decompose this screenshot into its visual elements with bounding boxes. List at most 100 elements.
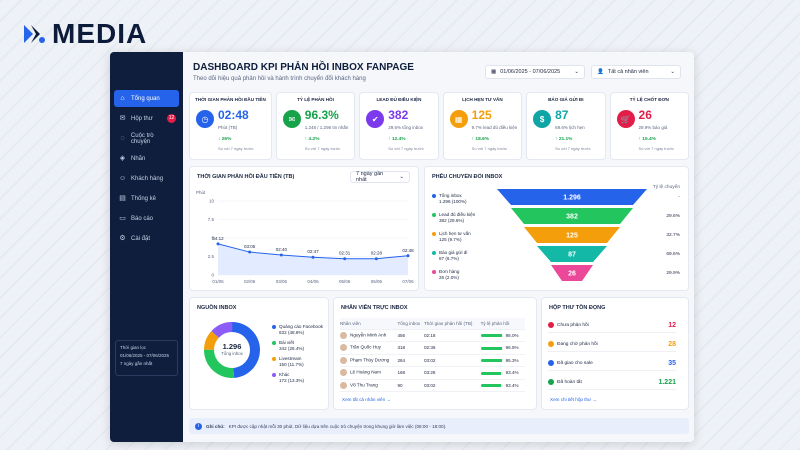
sidebar-item-6[interactable]: ▭ Báo cáo [114, 210, 179, 227]
backlog-item[interactable]: Chưa phản hồi 12 [548, 318, 676, 333]
kpi-subtext: 29.9% báo giá [638, 125, 668, 130]
note-text: KPI được cập nhật mỗi 30 phút. Dữ liệu d… [228, 423, 447, 429]
sidebar-item-label: Tổng quan [131, 95, 160, 102]
source-name: Livestream [279, 356, 302, 361]
column-header: Nhân viên [340, 318, 398, 330]
response-time-chart: Phút 0 2.5 5 7.5 10 04:12 01/06 03:05 02/06 02:40 0… [196, 190, 414, 284]
chevron-down-icon: ⌄ [399, 174, 404, 180]
source-detail: 172 (13.3%) [279, 378, 305, 383]
donut-slice [204, 330, 219, 350]
sidebar-item-label: Cài đặt [131, 235, 151, 242]
table-row[interactable]: Võ Thu Trang 90 03:02 93.4% [340, 379, 525, 392]
data-label: 02:47 [307, 249, 319, 254]
x-tick-label: 01/06 [212, 279, 224, 284]
sidebar-item-label: Cuộc trò chuyện [130, 132, 154, 145]
sidebar-item-3[interactable]: ◈ Nhãn [114, 150, 179, 167]
staff-name: Lê Hoàng Nam [350, 369, 381, 375]
status-dot-icon [548, 360, 554, 366]
kpi-delta: ↑ 21.1% [555, 137, 573, 142]
staff-table: Nhân viên Tổng inbox Thời gian phản hồi (T… [340, 318, 525, 392]
sidebar-item-1[interactable]: ✉ Hộp thư 12 [114, 110, 179, 127]
view-inbox-detail-link[interactable]: Xem chi tiết hộp thư → [550, 397, 597, 402]
funnel-stage-rate: 29.6% [666, 214, 680, 219]
view-all-staff-link[interactable]: Xem tất cả nhân viên → [342, 397, 392, 402]
staff-total: 168 [397, 366, 424, 380]
rate-bar [480, 334, 503, 338]
kpi-card: LEAD ĐỦ ĐIỀU KIỆN ✔ 382 29.6% tổng inbox ↑ 1… [359, 92, 439, 160]
data-point [311, 255, 315, 259]
kpi-compare: So với 7 ngày trước [471, 146, 508, 151]
brand-mark-icon [24, 25, 45, 43]
funnel-rate-header: Tỷ lệ chuyển [652, 185, 680, 190]
sources-donut-chart [204, 322, 261, 378]
staff-total: 90 [397, 379, 424, 392]
funnel-stage-rate: 69.6% [666, 252, 680, 257]
time-filter-box[interactable]: Thời gian lọc 01/06/2025 - 07/06/2025 7 … [115, 340, 178, 376]
sidebar-item-0[interactable]: ⌂ Tổng quan [114, 90, 179, 107]
date-range-select[interactable]: ▦ 01/06/2025 - 07/06/2025 ⌄ [485, 65, 585, 79]
funnel-segment-value: 125 [566, 233, 578, 240]
sidebar-item-5[interactable]: ▤ Thống kê [114, 190, 179, 207]
funnel-stage-name: Lead đủ điều kiện [439, 212, 476, 217]
staff-name: Nguyễn Minh Anh [350, 332, 387, 338]
funnel-segment [537, 246, 607, 262]
avatar [340, 356, 347, 364]
staff-title: NHÂN VIÊN TRỰC INBOX [341, 305, 408, 311]
rate-bar-fill [480, 346, 502, 350]
staff-filter-value: Tất cả nhân viên [607, 69, 649, 75]
staff-filter-select[interactable]: 👤 Tất cả nhân viên ⌄ [591, 65, 681, 79]
kpi-compare: So với 7 ngày trước [388, 146, 424, 151]
page-title: DASHBOARD KPI PHẢN HỒI INBOX FANPAGE [193, 62, 414, 73]
kpi-icon-glyph: 🛒 [620, 114, 631, 124]
staff-name: Võ Thu Trang [350, 382, 378, 388]
brand-name: MEDIA [52, 18, 148, 49]
time-filter-label: Thời gian lọc [120, 345, 146, 350]
source-name: Bài viết [279, 340, 295, 345]
brand-logo: MEDIA [22, 18, 147, 50]
calendar-icon: ▦ [449, 110, 468, 128]
table-header: Nhân viên Tổng inbox Thời gian phản hồi (T… [340, 318, 525, 330]
backlog-item[interactable]: Đã giao cho sale 35 [548, 356, 676, 371]
sidebar-item-label: Báo cáo [131, 215, 154, 222]
kpi-value: 96.3% [304, 108, 339, 122]
funnel-segment-value: 1.296 [563, 195, 581, 202]
sidebar-item-7[interactable]: ⚙ Cài đặt [114, 230, 179, 247]
note-bar: i Ghi chú: KPI được cập nhật mỗi 30 phút… [189, 418, 689, 434]
x-tick-label: 03/06 [276, 279, 288, 284]
table-row[interactable]: Lê Hoàng Nam 168 03:28 93.4% [340, 366, 525, 380]
rate-bar-fill [480, 384, 502, 388]
source-name: Quảng cáo Facebook [279, 324, 323, 329]
table-row[interactable]: Nguyễn Minh Anh 456 02:18 98.0% [340, 329, 525, 342]
kpi-icon-glyph: ✉ [288, 114, 296, 124]
funnel-segment [511, 208, 633, 224]
chart-period-select[interactable]: 7 ngày gần nhất ⌄ [350, 171, 410, 183]
kpi-compare: So với 7 ngày trước [638, 146, 675, 151]
donut-slice [204, 349, 235, 378]
time-filter-range: 01/06/2025 - 07/06/2025 [120, 353, 170, 358]
backlog-count: 1.221 [658, 378, 676, 386]
sidebar-item-label: Khách hàng [131, 175, 164, 182]
sidebar-item-4[interactable]: ☺ Khách hàng [114, 170, 179, 187]
calendar-icon: ▦ [491, 69, 497, 75]
sidebar-item-2[interactable]: ◌ Cuộc trò chuyện [114, 130, 179, 147]
legend-dot [432, 269, 436, 274]
funnel-stage-name: Báo giá gửi đi [439, 250, 468, 255]
data-point [279, 253, 283, 257]
backlog-item[interactable]: Đang chờ phản hồi 28 [548, 337, 676, 352]
backlog-item[interactable]: Đã hoàn tất 1.221 [548, 375, 676, 390]
staff-rate: 93.4% [505, 370, 519, 376]
data-point [343, 257, 347, 261]
table-row[interactable]: Phạm Thùy Dương 264 03:02 95.3% [340, 354, 525, 367]
staff-time: 03:02 [423, 379, 481, 392]
funnel-legend-item: Lịch hẹn tư vấn 125 (9.7%) [432, 231, 471, 243]
chat-icon: ◌ [120, 135, 125, 142]
sources-title: NGUỒN INBOX [197, 305, 237, 311]
info-icon: i [195, 422, 202, 430]
legend-dot [432, 193, 436, 198]
rate-bar-fill [480, 334, 503, 338]
funnel-chart: 1.296 382 125 87 26 [497, 189, 647, 281]
funnel-legend-item: Lead đủ điều kiện 382 (29.6%) [432, 212, 475, 224]
page-subtitle: Theo dõi hiệu quả phản hồi và hành trình… [193, 76, 366, 82]
y-axis-label: Phút [196, 190, 206, 195]
table-row[interactable]: Trần Quốc Huy 318 02:36 96.5% [340, 341, 525, 355]
